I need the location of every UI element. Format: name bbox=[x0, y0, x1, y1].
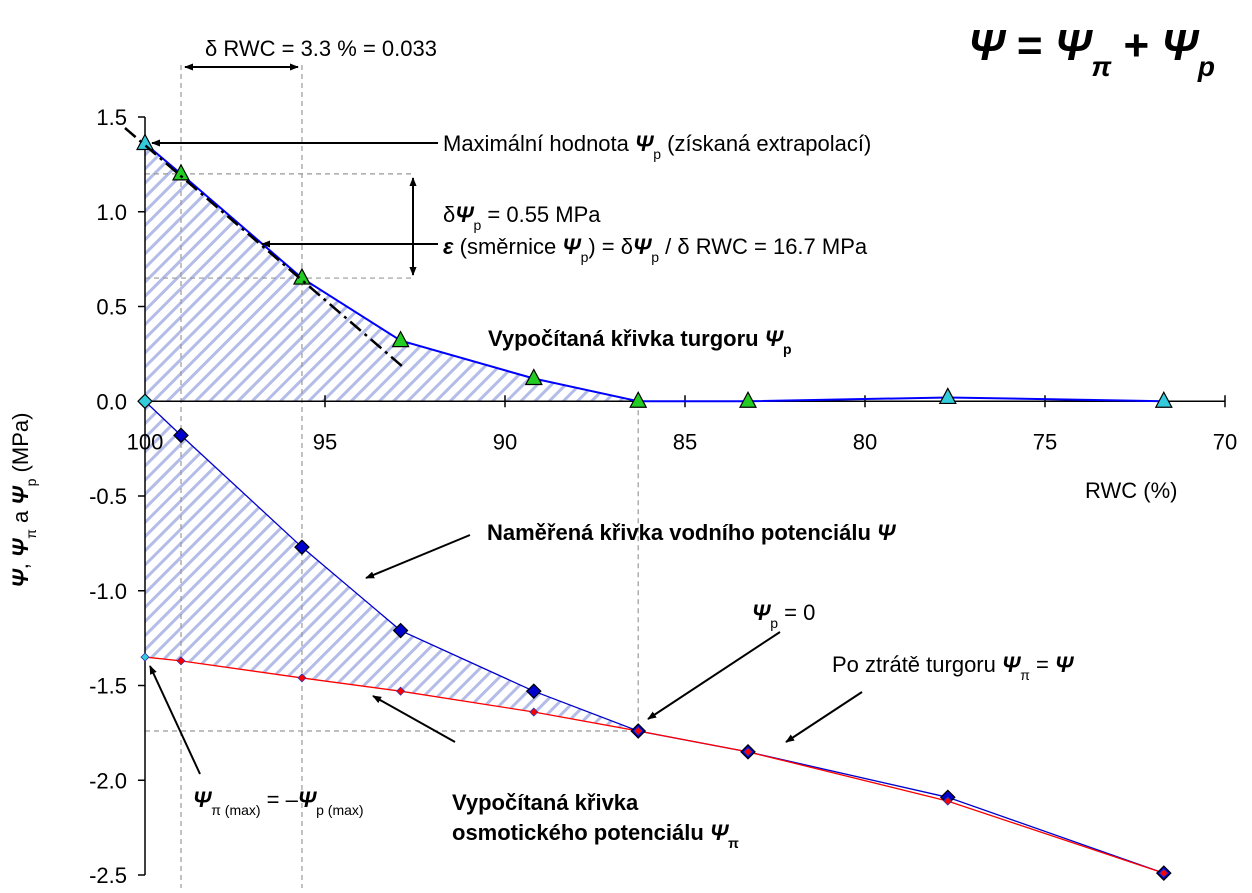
annotation: Vypočítaná křivka bbox=[452, 790, 639, 815]
x-tick-label: 70 bbox=[1213, 429, 1237, 454]
annotation: δΨp = 0.55 MPa bbox=[443, 202, 601, 233]
annotation-layer: Ψ = Ψπ + Ψp δ RWC = 3.3 % = 0.033 Maximá… bbox=[8, 21, 1215, 851]
annotation: Vypočítaná křivka turgoru Ψp bbox=[488, 326, 792, 357]
x-tick-label: 80 bbox=[853, 429, 877, 454]
data-point bbox=[391, 330, 410, 348]
data-point bbox=[176, 656, 186, 666]
annotation: Ψπ (max) = –Ψp (max) bbox=[193, 787, 364, 818]
data-point bbox=[1159, 868, 1169, 878]
y-tick-label: -1.0 bbox=[89, 579, 127, 604]
x-tick-label: 95 bbox=[313, 429, 337, 454]
arrow bbox=[372, 695, 456, 743]
y-tick-label: 1.0 bbox=[96, 200, 127, 225]
hatch-area bbox=[145, 401, 639, 731]
data-point bbox=[629, 390, 648, 408]
y-tick-label: -1.5 bbox=[89, 674, 127, 699]
data-point bbox=[524, 368, 543, 386]
plot-layer: 100 95 90 85 80 75 70 -2.5 -2.0 -1.5 -1.0 -0.5 0.0 0.… bbox=[89, 65, 1237, 888]
annotation: Maximální hodnota Ψp (získaná extrapolac… bbox=[443, 131, 871, 162]
data-point bbox=[633, 726, 643, 736]
y-tick-label: -2.0 bbox=[89, 768, 127, 793]
x-axis-label: RWC (%) bbox=[1085, 478, 1177, 503]
x-tick-label: 100 bbox=[127, 429, 164, 454]
data-point bbox=[173, 427, 189, 444]
y-axis-label: Ψ, Ψπ a Ψp (MPa) bbox=[8, 413, 39, 588]
data-point bbox=[294, 539, 310, 556]
data-point bbox=[743, 747, 753, 757]
extrapolation-line bbox=[124, 127, 404, 368]
annotation: osmotického potenciálu Ψπ bbox=[452, 820, 739, 851]
y-tick-label: -0.5 bbox=[89, 484, 127, 509]
arrow bbox=[149, 665, 201, 775]
x-tick-label: 90 bbox=[493, 429, 517, 454]
annotation: ε (směrnice Ψp) = δΨp / δ RWC = 16.7 MPa bbox=[443, 234, 868, 265]
y-tick-label: 1.5 bbox=[96, 105, 127, 130]
y-tick-label: 0.5 bbox=[96, 295, 127, 320]
annotation: Ψp = 0 bbox=[752, 600, 815, 631]
data-point bbox=[529, 707, 539, 717]
data-point bbox=[297, 673, 307, 683]
arrow bbox=[647, 631, 781, 720]
arrow bbox=[785, 691, 863, 743]
data-point bbox=[943, 796, 953, 806]
data-point bbox=[396, 686, 406, 696]
x-tick-label: 85 bbox=[673, 429, 697, 454]
data-point bbox=[392, 622, 409, 639]
data-point bbox=[1154, 390, 1173, 408]
annotation: Naměřená křivka vodního potenciálu Ψ bbox=[487, 520, 897, 545]
annotation: δ RWC = 3.3 % = 0.033 bbox=[205, 36, 437, 61]
arrow bbox=[365, 534, 471, 579]
y-tick-label: 0.0 bbox=[96, 389, 127, 414]
data-point bbox=[137, 393, 153, 410]
data-point bbox=[739, 390, 757, 408]
data-point bbox=[172, 163, 190, 181]
formula: Ψ = Ψπ + Ψp bbox=[968, 21, 1215, 82]
y-tick-label: -2.5 bbox=[89, 863, 127, 888]
x-tick-label: 75 bbox=[1033, 429, 1057, 454]
annotation: Po ztrátě turgoru Ψπ = Ψ bbox=[832, 652, 1075, 683]
data-point bbox=[525, 683, 542, 700]
data-point bbox=[140, 652, 150, 662]
data-point bbox=[136, 133, 154, 151]
data-point bbox=[938, 387, 957, 405]
hatch-area bbox=[145, 143, 639, 402]
